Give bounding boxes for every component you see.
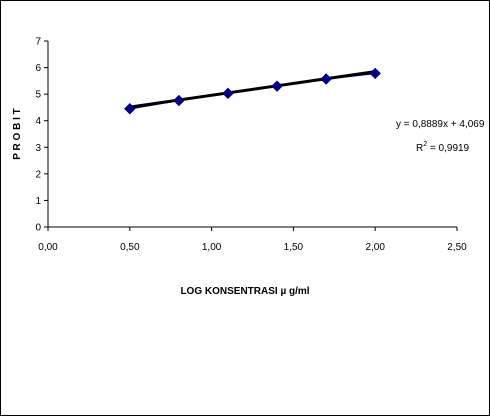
- data-point: [124, 103, 136, 115]
- x-tick-label: 1,50: [284, 242, 304, 253]
- y-tick-label: 7: [35, 37, 41, 48]
- r-squared-label: R2 = 0,9919: [416, 141, 470, 154]
- marks: [124, 67, 381, 115]
- x-tick-label: 2,00: [365, 242, 385, 253]
- x-tick-label: 0,00: [38, 242, 58, 253]
- data-point: [173, 94, 185, 107]
- y-tick-label: 3: [35, 143, 41, 154]
- y-tick-label: 2: [35, 169, 41, 180]
- data-point: [320, 73, 332, 85]
- y-tick-label: 1: [35, 196, 41, 207]
- y-tick-label: 0: [35, 223, 41, 234]
- y-tick-label: 5: [35, 90, 41, 101]
- y-tick-label: 6: [35, 63, 41, 74]
- y-tick-label: 4: [35, 116, 41, 127]
- x-axis-title: LOG KONSENTRASI µ g/ml: [180, 286, 309, 297]
- y-axis-title: P R O B I T: [12, 108, 23, 160]
- series-line: [129, 72, 376, 110]
- data-point: [271, 80, 283, 92]
- x-tick-label: 1,00: [202, 242, 222, 253]
- data-point: [222, 87, 234, 100]
- x-tick-label: 2,50: [447, 242, 467, 253]
- x-tick-label: 0,50: [120, 242, 140, 253]
- trendline-equation: y = 0,8889x + 4,069: [396, 119, 485, 130]
- axes: 0 1 2 3 4 5 6 7 0,00 0,50 1,00 1,50 2,00 2,50: [35, 37, 467, 254]
- data-point: [369, 67, 381, 80]
- trendline: [129, 70, 376, 109]
